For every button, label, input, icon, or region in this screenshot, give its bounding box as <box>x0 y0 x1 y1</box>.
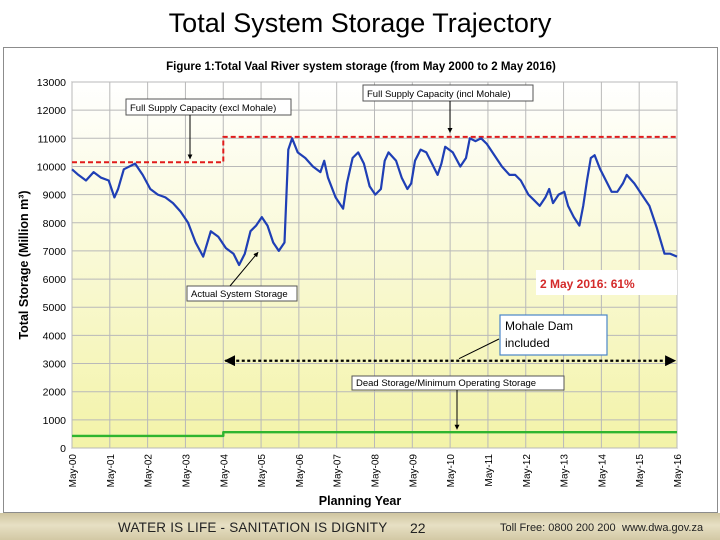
mohale-box <box>499 314 608 356</box>
series-actual-storage <box>71 137 678 267</box>
annotation-fsc-excl-text: Full Supply Capacity (excl Mohale) <box>130 103 276 114</box>
x-tick-label: May-02 <box>144 454 155 488</box>
y-tick-label: 12000 <box>37 105 66 117</box>
y-tick-labels: 0 1000 2000 3000 4000 5000 6000 7000 8000 9000 100… <box>37 77 66 455</box>
y-tick-label: 0 <box>60 443 66 455</box>
x-tick-label: May-12 <box>522 454 533 488</box>
x-tick-label: May-08 <box>371 454 382 488</box>
annotation-dead-storage-box <box>351 375 565 391</box>
footer-toll-free: Toll Free: 0800 200 200 <box>500 522 616 534</box>
x-tick-label: May-05 <box>257 454 268 488</box>
page-number: 22 <box>410 520 426 536</box>
annotation-fsc-incl-text: Full Supply Capacity (incl Mohale) <box>367 89 511 100</box>
annotation-dead-storage: Dead Storage/Minimum Operating Storage <box>351 375 565 391</box>
chart-frame: Figure 1:Total Vaal River system storage… <box>3 47 718 513</box>
y-tick-label: 2000 <box>43 387 67 399</box>
x-tick-label: May-14 <box>597 454 608 488</box>
y-tick-label: 6000 <box>43 274 67 286</box>
y-tick-label: 8000 <box>43 218 67 230</box>
y-tick-label: 7000 <box>43 246 67 258</box>
series-layer <box>71 135 678 438</box>
footer-website: www.dwa.gov.za <box>622 522 704 534</box>
x-tick-label: May-00 <box>68 454 79 488</box>
x-tick-label: May-07 <box>333 454 344 488</box>
annotation-dead-storage-text: Dead Storage/Minimum Operating Storage <box>356 378 536 389</box>
footer-slogan: WATER IS LIFE - SANITATION IS DIGNITY <box>118 520 388 535</box>
annotation-fsc-excl: Full Supply Capacity (excl Mohale) <box>125 98 292 116</box>
y-tick-label: 10000 <box>37 161 66 173</box>
annotation-actual-storage-text: Actual System Storage <box>191 289 288 300</box>
x-axis-label: Planning Year <box>319 494 402 508</box>
x-tick-label: May-10 <box>446 454 457 488</box>
mohale-text-line2: included <box>505 336 550 350</box>
footer-bar <box>0 513 720 540</box>
y-tick-label: 3000 <box>43 359 67 371</box>
arrow-actual-storage <box>229 251 259 287</box>
y-tick-label: 1000 <box>43 415 67 427</box>
annotation-actual-storage-box <box>186 285 298 302</box>
y-tick-label: 5000 <box>43 302 67 314</box>
annotation-layer: Full Supply Capacity (excl Mohale) Full S… <box>125 84 677 430</box>
x-tick-label: May-13 <box>560 454 571 488</box>
series-full-supply-capacity <box>72 135 677 164</box>
mohale-text-line1: Mohale Dam <box>505 319 573 333</box>
y-tick-label: 9000 <box>43 190 67 202</box>
x-tick-label: May-04 <box>219 454 230 488</box>
annotation-fsc-excl-box <box>125 98 292 116</box>
x-tick-label: May-06 <box>295 454 306 488</box>
mohale-callout: Mohale Dam included <box>458 314 608 360</box>
y-tick-label: 13000 <box>37 77 66 89</box>
annotation-fsc-incl-box <box>362 84 534 102</box>
storage-chart: Figure 1:Total Vaal River system storage… <box>17 61 684 508</box>
chart-title: Figure 1:Total Vaal River system storage… <box>166 61 556 73</box>
x-tick-label: May-15 <box>635 454 646 488</box>
status-box <box>536 270 677 295</box>
x-tick-label: May-09 <box>408 454 419 488</box>
annotation-fsc-incl: Full Supply Capacity (incl Mohale) <box>362 84 534 102</box>
status-callout: 2 May 2016: 61% <box>536 270 677 295</box>
y-tick-label: 4000 <box>43 330 67 342</box>
x-tick-label: May-03 <box>181 454 192 488</box>
annotation-actual-storage: Actual System Storage <box>186 285 298 302</box>
x-tick-label: May-16 <box>673 454 684 488</box>
slide-title: Total System Storage Trajectory <box>168 8 552 38</box>
x-tick-labels: May-00 May-01 May-02 May-03 May-04 May-05 May-… <box>68 454 684 488</box>
x-tick-label: May-01 <box>106 454 117 488</box>
y-axis-label: Total Storage (Million m³) <box>17 190 31 339</box>
series-dead-storage <box>72 431 677 438</box>
y-tick-label: 11000 <box>38 133 67 145</box>
x-tick-label: May-11 <box>484 454 495 487</box>
status-text: 2 May 2016: 61% <box>540 277 635 291</box>
